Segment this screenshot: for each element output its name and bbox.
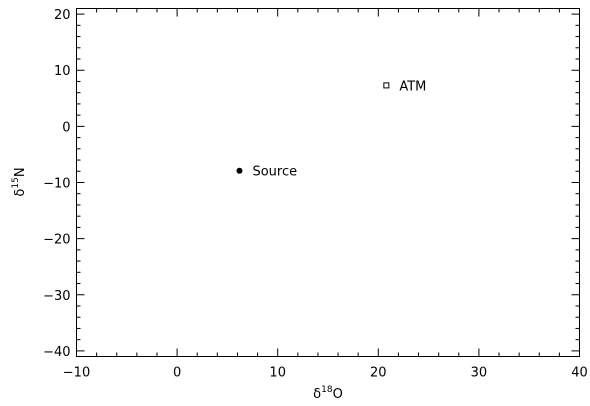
point-label-source: Source — [252, 165, 297, 180]
data-point-source — [236, 167, 243, 174]
y-tick-label: 10 — [54, 64, 71, 79]
y-tick-label: 0 — [62, 120, 70, 135]
y-tick-label: 20 — [54, 8, 71, 23]
y-tick-label: −40 — [43, 345, 70, 360]
x-axis-tick-labels: −10 0 10 20 30 40 — [63, 366, 588, 381]
y-tick-label: −10 — [43, 177, 70, 192]
x-axis-title: δ18O — [313, 385, 343, 402]
data-points: Source ATM — [236, 79, 426, 180]
plot-frame — [76, 8, 580, 357]
y-tick-label: −20 — [43, 233, 70, 248]
x-tick-label: 20 — [370, 366, 387, 381]
x-tick-label: 10 — [269, 366, 286, 381]
x-tick-label: 0 — [173, 366, 181, 381]
y-tick-label: −30 — [43, 289, 70, 304]
point-label-atm: ATM — [399, 79, 426, 94]
x-axis-ticks — [76, 8, 580, 357]
x-tick-label: −10 — [63, 366, 90, 381]
data-point-atm — [383, 82, 390, 89]
y-axis-title: δ15N — [11, 167, 28, 196]
y-axis-ticks — [76, 13, 580, 352]
y-axis-tick-labels: −40 −30 −20 −10 0 10 20 — [43, 8, 70, 360]
x-tick-label: 40 — [571, 366, 588, 381]
x-tick-label: 30 — [471, 366, 488, 381]
